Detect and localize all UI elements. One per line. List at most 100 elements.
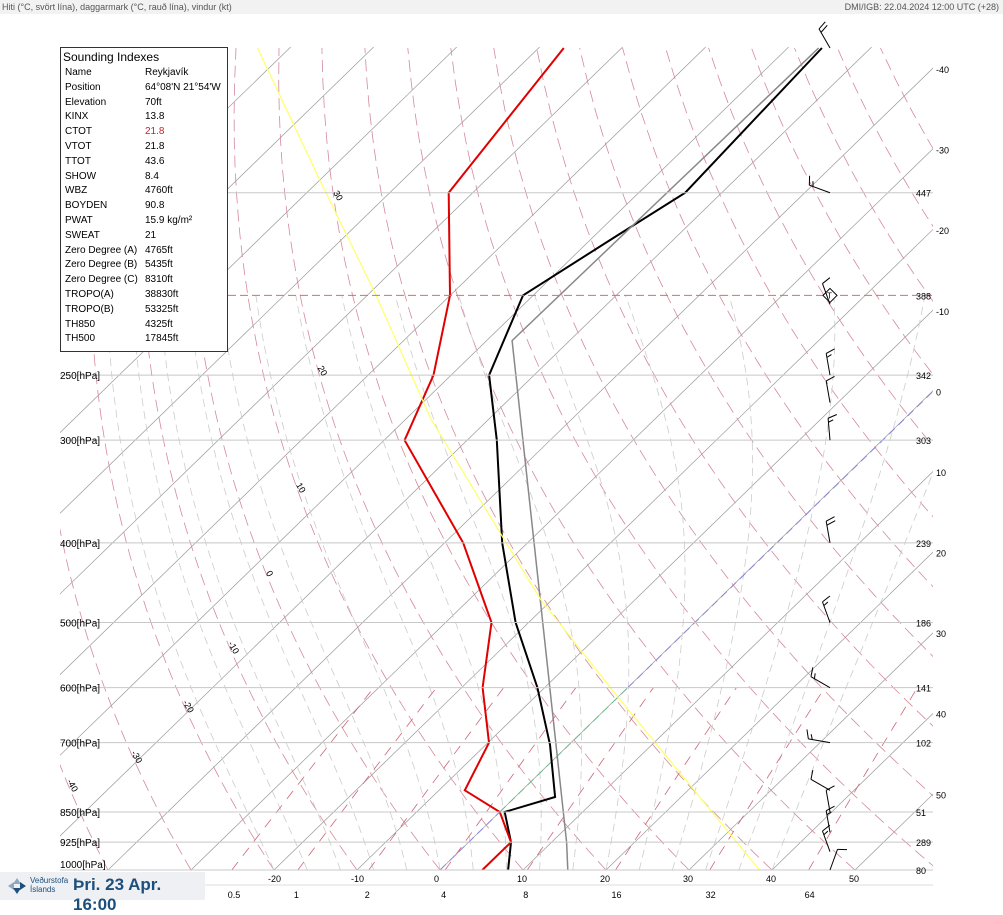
moist-adiabat [772, 295, 999, 870]
wind-barb-staff [819, 29, 830, 48]
index-name: BOYDEN [63, 199, 145, 214]
mixing-ratio-label: 4 [441, 890, 446, 900]
isotherm-label: 30 [936, 629, 946, 639]
wind-barb-icon [826, 376, 834, 402]
index-name: TH500 [63, 332, 145, 347]
moist-adiabat [220, 295, 406, 870]
wind-barb-feather [826, 786, 834, 791]
index-name: TTOT [63, 155, 145, 170]
wind-barb-icon [811, 770, 830, 790]
height-label: 447 [916, 189, 931, 199]
index-value: 17845ft [145, 332, 178, 347]
isotherm-label: 20 [936, 549, 946, 559]
tropopause-height-label: 388 [916, 291, 931, 301]
dry-adiabat [537, 48, 1003, 870]
index-value: 21.8 [145, 125, 164, 140]
index-row: TROPO(A)38830ft [63, 288, 227, 303]
index-value: 8.4 [145, 170, 159, 185]
index-value: 4760ft [145, 184, 173, 199]
wind-barb-feather [811, 667, 813, 676]
dry-adiabat [408, 48, 855, 870]
pressure-label: 250[hPa] [60, 371, 100, 382]
index-value: 53325ft [145, 303, 178, 318]
temperature-profile-line [489, 48, 822, 870]
forecast-datetime: Þri. 23 Apr. 16:00 [73, 875, 205, 915]
wind-barb-icon [828, 414, 837, 440]
index-value: 70ft [145, 96, 162, 111]
index-value: 4765ft [145, 244, 173, 259]
moist-adiabat [342, 295, 507, 870]
height-label: 102 [916, 739, 931, 749]
pressure-label: 500[hPa] [60, 619, 100, 630]
footer: Veðurstofa Íslands Þri. 23 Apr. 16:00 [0, 872, 205, 900]
moist-adiabat [296, 295, 473, 870]
dry-adiabat [234, 48, 523, 870]
index-name: Zero Degree (B) [63, 258, 145, 273]
height-label: 342 [916, 371, 931, 381]
index-name: TROPO(B) [63, 303, 145, 318]
wind-barb-feather [822, 278, 829, 284]
index-name: TROPO(A) [63, 288, 145, 303]
freezing-level-line [628, 216, 1003, 688]
pressure-label: 600[hPa] [60, 684, 100, 695]
dry-adiabat [322, 48, 689, 870]
isotherm-line [689, 47, 1003, 870]
index-name: CTOT [63, 125, 145, 140]
parcel-profile-line [512, 48, 819, 870]
org-line2: Íslands [30, 885, 68, 894]
wind-barb-icon [826, 349, 834, 375]
index-row: Zero Degree (C)8310ft [63, 273, 227, 288]
index-value: 38830ft [145, 288, 178, 303]
wind-barb-feather [807, 729, 808, 738]
isotherm-line [108, 47, 955, 870]
wind-barb-icon [830, 849, 847, 870]
mixing-ratio-label: 64 [805, 890, 815, 900]
index-value: 64°08'N 21°54'W [145, 81, 221, 96]
index-row: TROPO(B)53325ft [63, 303, 227, 318]
index-value: 13.8 [145, 110, 164, 125]
index-name: PWAT [63, 214, 145, 229]
isotherm-line [274, 47, 1003, 870]
pressure-label: 700[hPa] [60, 739, 100, 750]
moist-adiabat [535, 295, 629, 870]
mixing-ratio-label: 2 [365, 890, 370, 900]
wind-barb-half-feather [824, 831, 828, 835]
wind-barb-feather [826, 517, 834, 522]
index-value: Reykjavík [145, 66, 188, 81]
index-name: SWEAT [63, 229, 145, 244]
isotherm-label: 50 [936, 790, 946, 800]
adiabat-label: 30 [331, 189, 345, 203]
index-row: Zero Degree (A)4765ft [63, 244, 227, 259]
height-label: 289 [916, 838, 931, 848]
moist-adiabat [159, 295, 340, 870]
wind-barb-icon [826, 517, 835, 543]
mixing-ratio-label: 0.5 [228, 890, 241, 900]
index-value: 15.9 kg/m² [145, 214, 192, 229]
index-name: Zero Degree (C) [63, 273, 145, 288]
index-name: VTOT [63, 140, 145, 155]
index-value: 4325ft [145, 318, 173, 333]
wind-barb-feather [826, 349, 834, 354]
wind-barb-staff [826, 381, 830, 403]
wind-barb-half-feather [827, 355, 832, 358]
index-value: 43.6 [145, 155, 164, 170]
pressure-label: 1000[hPa] [60, 860, 106, 871]
index-value: 90.8 [145, 199, 164, 214]
moist-adiabat [739, 295, 925, 870]
moist-adiabat [626, 295, 686, 870]
index-name: WBZ [63, 184, 145, 199]
temperature-tick-label: 40 [766, 874, 776, 884]
wind-barb-staff [830, 849, 838, 870]
isotherm-line [772, 47, 1003, 870]
index-name: TH850 [63, 318, 145, 333]
isotherm-label: 0 [936, 387, 941, 397]
